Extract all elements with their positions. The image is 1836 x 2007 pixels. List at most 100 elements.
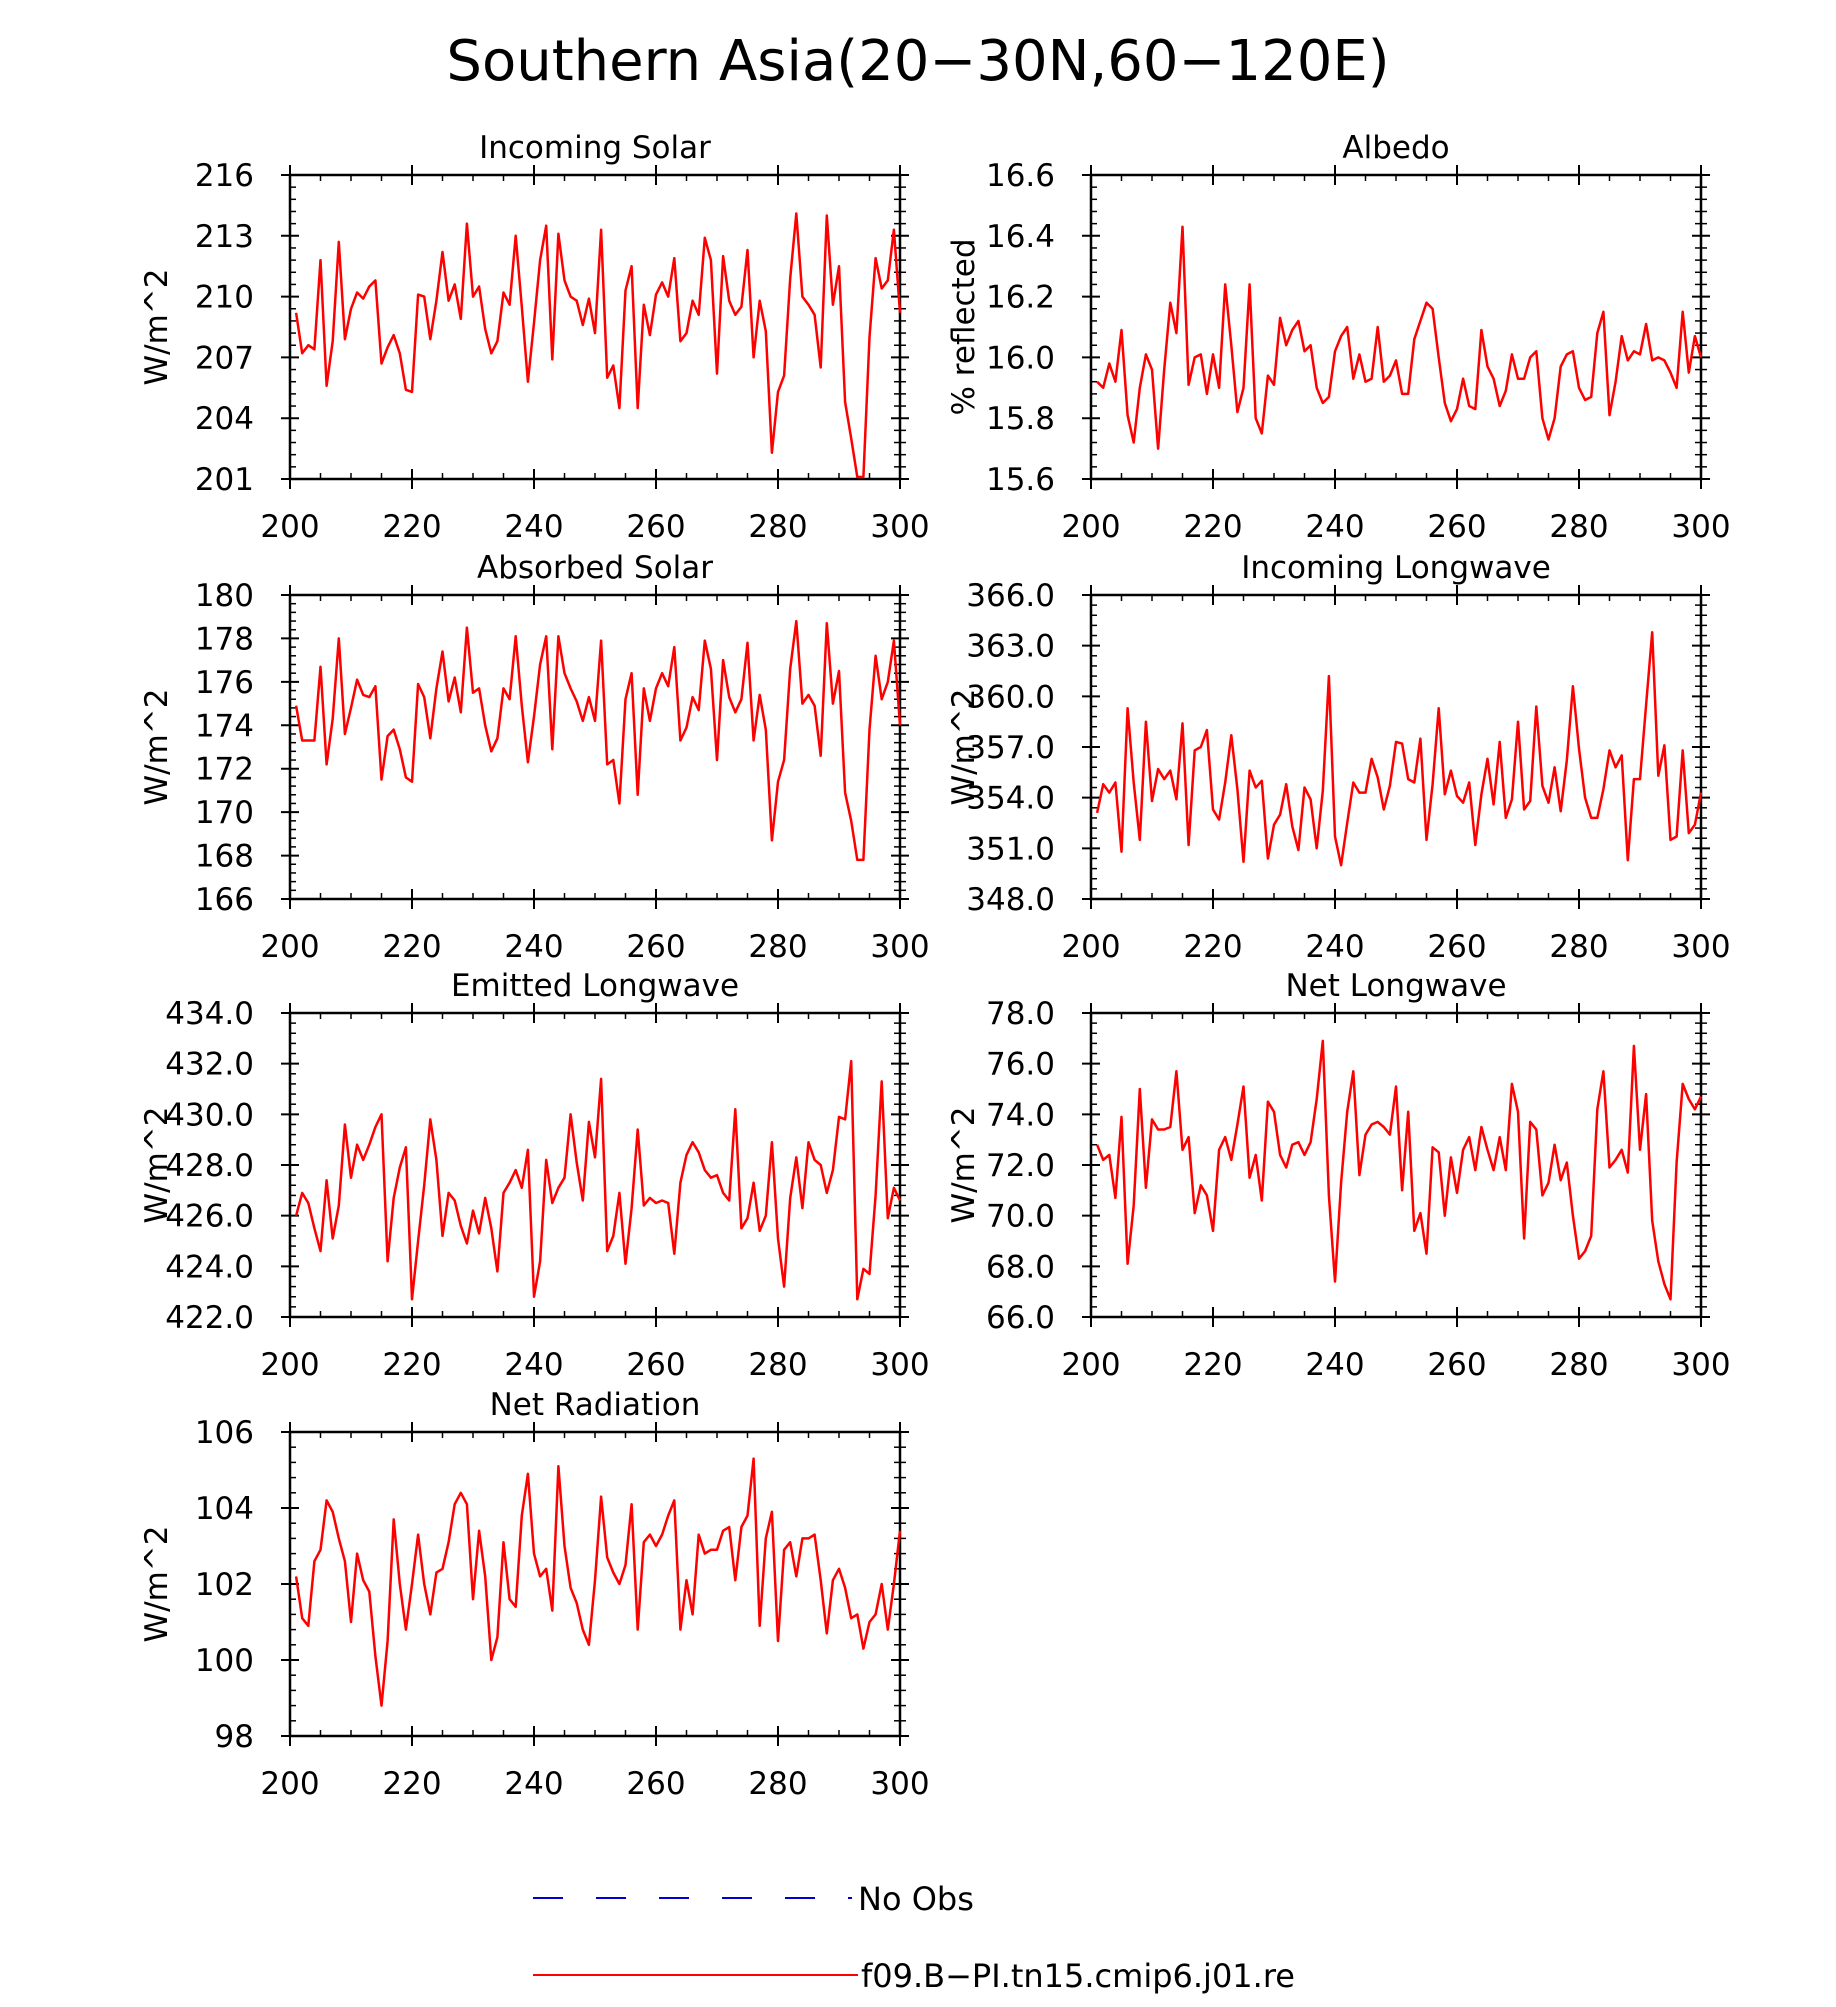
y-tick-label: 102: [195, 1567, 254, 1603]
y-tick-label: 434.0: [165, 996, 254, 1032]
x-tick-label: 300: [870, 509, 929, 545]
y-axis-label: W/m^2: [946, 1107, 982, 1224]
y-tick-label: 363.0: [966, 629, 1055, 665]
x-tick-label: 260: [626, 1766, 685, 1802]
x-tick-label: 260: [1427, 929, 1486, 965]
x-tick-label: 240: [504, 1347, 563, 1383]
y-tick-label: 16.0: [986, 340, 1055, 376]
x-tick-label: 240: [1305, 929, 1364, 965]
y-tick-label: 104: [195, 1491, 254, 1527]
x-tick-label: 220: [1183, 1347, 1242, 1383]
y-tick-label: 360.0: [966, 679, 1055, 715]
y-tick-label: 16.6: [986, 158, 1055, 194]
x-tick-label: 280: [748, 929, 807, 965]
x-tick-label: 280: [1549, 929, 1608, 965]
y-tick-label: 422.0: [165, 1300, 254, 1336]
y-tick-label: 78.0: [986, 996, 1055, 1032]
x-tick-label: 300: [870, 929, 929, 965]
y-tick-label: 426.0: [165, 1199, 254, 1235]
y-tick-label: 178: [195, 621, 254, 657]
figure-title: Southern Asia(20−30N,60−120E): [446, 29, 1389, 94]
x-tick-label: 220: [382, 1347, 441, 1383]
plot-frame: [288, 1011, 902, 1319]
y-tick-label: 366.0: [966, 578, 1055, 614]
chart-panel: Incoming Longwave 348.0 351.0 354.0 357.0 360…: [946, 550, 1731, 965]
chart-panel: Albedo 15.6 15.8 16.0 16.2 16.4 16.6 200 220 240 2…: [946, 130, 1731, 545]
series-line: [1095, 630, 1703, 867]
plot-frame: [288, 593, 902, 901]
x-tick-label: 240: [504, 1766, 563, 1802]
panel-title: Incoming Longwave: [1241, 550, 1551, 586]
y-tick-label: 166: [195, 882, 254, 918]
y-tick-label: 100: [195, 1643, 254, 1679]
y-tick-label: 70.0: [986, 1199, 1055, 1235]
y-tick-label: 430.0: [165, 1097, 254, 1133]
y-tick-label: 204: [195, 401, 254, 437]
x-tick-label: 300: [870, 1347, 929, 1383]
x-tick-label: 200: [260, 1766, 319, 1802]
y-tick-label: 168: [195, 839, 254, 875]
y-tick-label: 176: [195, 665, 254, 701]
y-tick-label: 348.0: [966, 882, 1055, 918]
legend: No Obs f09.B−PI.tn15.cmip6.j01.re: [533, 1880, 1295, 1995]
y-tick-label: 174: [195, 708, 254, 744]
x-tick-label: 300: [870, 1766, 929, 1802]
y-axis-label: W/m^2: [139, 1107, 175, 1224]
x-tick-label: 280: [748, 1347, 807, 1383]
x-tick-label: 220: [382, 1766, 441, 1802]
x-tick-label: 220: [1183, 929, 1242, 965]
y-tick-label: 66.0: [986, 1300, 1055, 1336]
panel-title: Net Longwave: [1285, 968, 1506, 1004]
x-tick-label: 220: [382, 929, 441, 965]
x-tick-label: 240: [1305, 509, 1364, 545]
y-tick-label: 68.0: [986, 1249, 1055, 1285]
x-tick-label: 280: [748, 509, 807, 545]
x-tick-label: 220: [1183, 509, 1242, 545]
series-line: [294, 1457, 902, 1707]
y-tick-label: 351.0: [966, 831, 1055, 867]
y-tick-label: 216: [195, 158, 254, 194]
x-tick-label: 200: [260, 509, 319, 545]
y-tick-label: 172: [195, 752, 254, 788]
x-tick-label: 200: [1061, 929, 1120, 965]
y-tick-label: 354.0: [966, 781, 1055, 817]
x-tick-label: 260: [626, 1347, 685, 1383]
y-axis-label: W/m^2: [139, 1526, 175, 1643]
y-tick-label: 106: [195, 1415, 254, 1451]
x-tick-label: 280: [1549, 1347, 1608, 1383]
series-line: [294, 619, 902, 862]
y-tick-label: 16.4: [986, 219, 1055, 255]
x-tick-label: 260: [626, 509, 685, 545]
y-tick-label: 72.0: [986, 1148, 1055, 1184]
panel-title: Albedo: [1342, 130, 1449, 166]
panel-title: Emitted Longwave: [451, 968, 739, 1004]
panel-title: Net Radiation: [490, 1387, 701, 1423]
y-tick-label: 15.6: [986, 462, 1055, 498]
y-tick-label: 210: [195, 280, 254, 316]
x-tick-label: 240: [504, 929, 563, 965]
y-tick-label: 357.0: [966, 730, 1055, 766]
x-tick-label: 280: [748, 1766, 807, 1802]
x-tick-label: 200: [260, 929, 319, 965]
chart-panel: Absorbed Solar 166 168 170 172 174 176 178 180 20…: [139, 550, 930, 965]
x-tick-label: 200: [1061, 1347, 1120, 1383]
y-tick-label: 170: [195, 795, 254, 831]
panel-title: Incoming Solar: [479, 130, 711, 166]
series-line: [294, 212, 902, 479]
y-tick-label: 15.8: [986, 401, 1055, 437]
plot-frame: [1089, 173, 1703, 481]
chart-panel: Incoming Solar 201 204 207 210 213 216 200 220 24…: [139, 130, 930, 545]
y-tick-label: 201: [195, 462, 254, 498]
y-axis-label: W/m^2: [946, 689, 982, 806]
series-line: [294, 1059, 902, 1301]
panel-title: Absorbed Solar: [477, 550, 713, 586]
y-tick-label: 213: [195, 219, 254, 255]
y-tick-label: 207: [195, 340, 254, 376]
series-line: [1095, 1039, 1703, 1301]
x-tick-label: 220: [382, 509, 441, 545]
y-axis-label: W/m^2: [139, 689, 175, 806]
y-tick-label: 428.0: [165, 1148, 254, 1184]
chart-panel: Net Radiation 98 100 102 104 106 200 220 240 260 2…: [139, 1387, 930, 1802]
x-tick-label: 240: [1305, 1347, 1364, 1383]
